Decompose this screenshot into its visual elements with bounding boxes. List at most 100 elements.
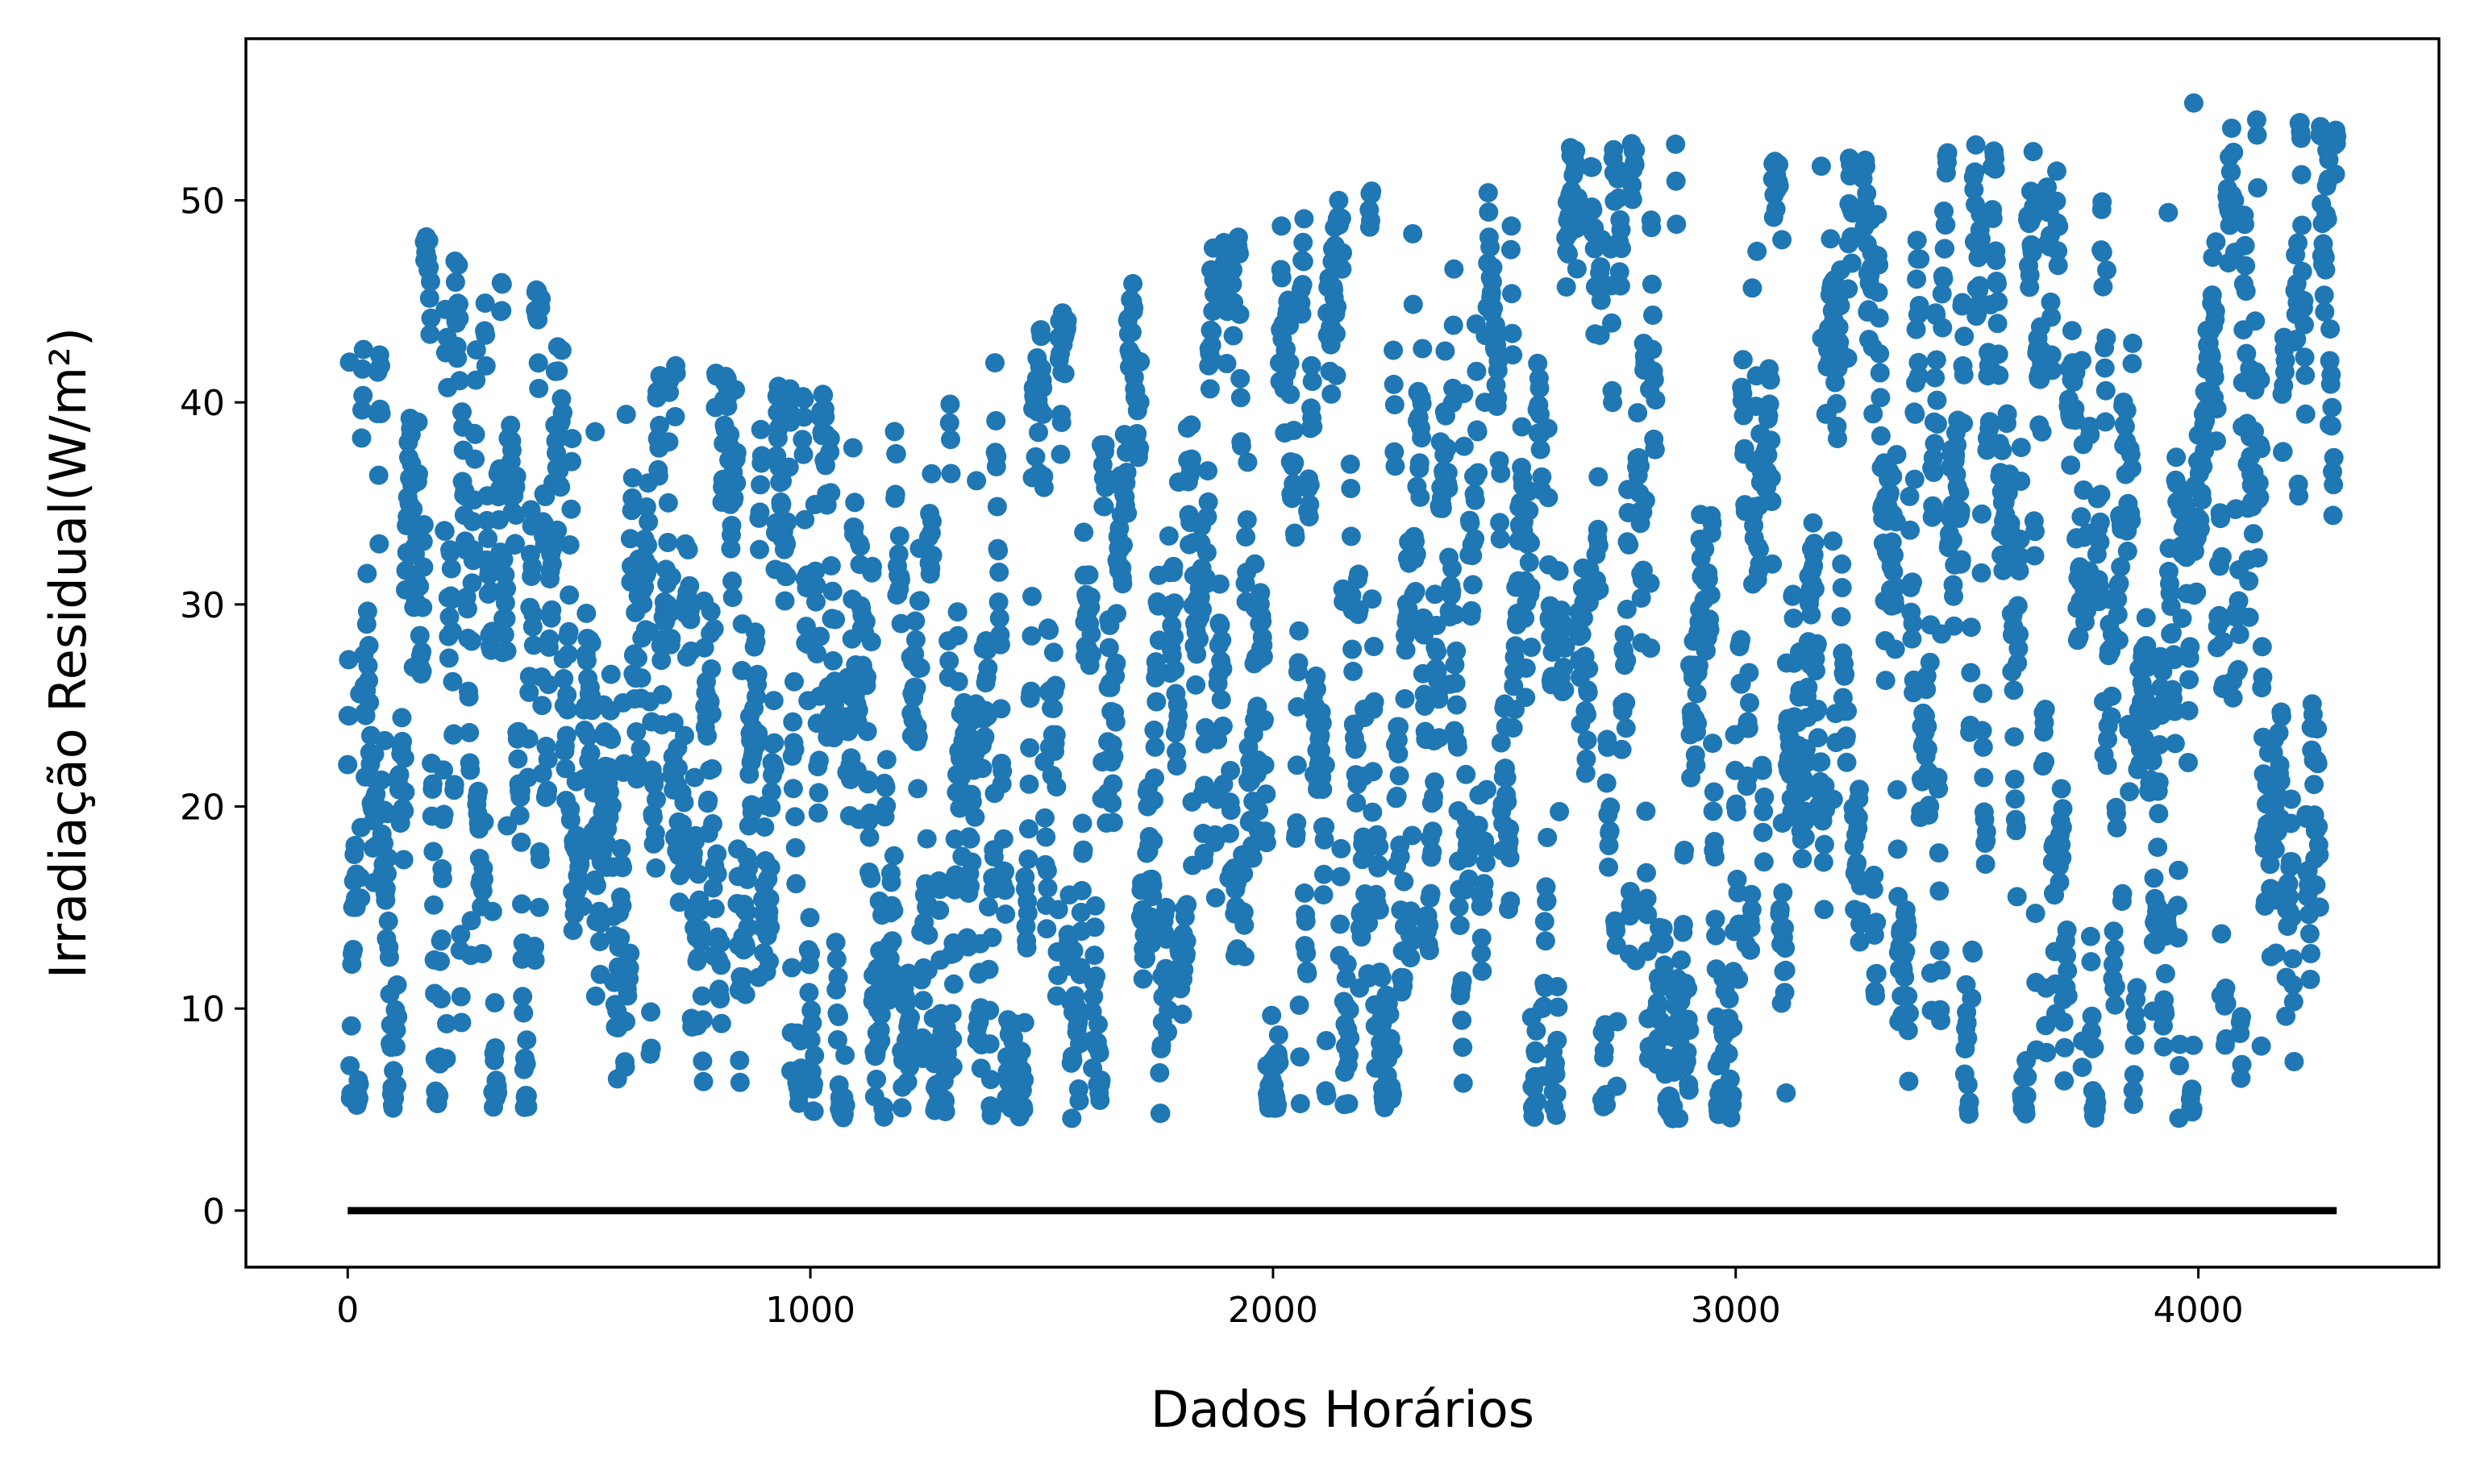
scatter-point bbox=[1459, 842, 1479, 863]
scatter-point bbox=[1636, 801, 1656, 821]
scatter-point bbox=[1315, 817, 1335, 837]
scatter-point bbox=[1496, 767, 1517, 788]
scatter-point bbox=[1614, 625, 1634, 645]
scatter-point bbox=[689, 864, 709, 884]
scatter-point bbox=[1048, 900, 1068, 920]
scatter-point bbox=[1698, 569, 1718, 589]
scatter-point bbox=[2172, 609, 2192, 629]
scatter-point bbox=[1394, 871, 1414, 892]
scatter-point bbox=[395, 782, 415, 802]
scatter-point bbox=[553, 402, 573, 422]
scatter-point bbox=[1400, 901, 1421, 921]
scatter-point bbox=[987, 497, 1007, 517]
scatter-point bbox=[1909, 366, 1929, 386]
scatter-point bbox=[1578, 683, 1598, 703]
scatter-point bbox=[794, 407, 814, 427]
scatter-point bbox=[2052, 817, 2072, 838]
scatter-point bbox=[2010, 547, 2030, 567]
scatter-point bbox=[1529, 378, 1550, 398]
scatter-point bbox=[665, 406, 685, 426]
scatter-point bbox=[631, 668, 651, 688]
scatter-point bbox=[2112, 883, 2133, 904]
scatter-point bbox=[2101, 707, 2121, 727]
scatter-point bbox=[701, 659, 722, 679]
scatter-point bbox=[1221, 761, 1241, 780]
scatter-point bbox=[352, 428, 372, 448]
scatter-point bbox=[1144, 720, 1164, 740]
scatter-point bbox=[827, 1030, 847, 1050]
scatter-point bbox=[421, 272, 440, 292]
scatter-point bbox=[1741, 940, 1761, 960]
y-tick-label: 50 bbox=[180, 181, 225, 222]
scatter-point bbox=[1505, 636, 1525, 656]
scatter-point bbox=[1950, 483, 1970, 503]
scatter-point bbox=[1046, 725, 1066, 745]
scatter-point bbox=[652, 684, 672, 705]
scatter-point bbox=[472, 944, 493, 964]
plot-frame bbox=[244, 37, 2441, 1269]
scatter-point bbox=[2224, 143, 2244, 162]
scatter-point bbox=[2007, 817, 2027, 838]
scatter-point bbox=[987, 447, 1007, 467]
scatter-point bbox=[940, 394, 960, 414]
scatter-point bbox=[1900, 1004, 1919, 1024]
scatter-point bbox=[1909, 296, 1929, 315]
scatter-point bbox=[1547, 1030, 1567, 1050]
scatter-point bbox=[1963, 943, 1983, 963]
scatter-point bbox=[1453, 1037, 1473, 1058]
scatter-point bbox=[620, 943, 640, 963]
scatter-point bbox=[1673, 915, 1693, 934]
scatter-point bbox=[1898, 986, 1918, 1006]
scatter-point bbox=[1349, 564, 1369, 584]
scatter-point bbox=[1821, 229, 1841, 249]
scatter-point bbox=[2221, 162, 2241, 182]
scatter-point bbox=[820, 442, 840, 462]
scatter-point bbox=[2153, 661, 2173, 681]
scatter-point bbox=[440, 542, 460, 563]
scatter-point bbox=[1722, 1085, 1742, 1105]
scatter-point bbox=[2279, 887, 2299, 907]
scatter-point bbox=[1971, 229, 1991, 249]
scatter-point bbox=[1964, 180, 1984, 200]
scatter-point bbox=[1474, 874, 1494, 894]
scatter-point bbox=[2025, 904, 2045, 924]
scatter-point bbox=[978, 658, 998, 678]
scatter-point bbox=[1792, 849, 1812, 869]
scatter-point bbox=[1484, 298, 1504, 318]
scatter-point bbox=[1329, 190, 1349, 210]
scatter-point bbox=[800, 908, 820, 928]
scatter-point bbox=[1425, 584, 1445, 605]
scatter-point bbox=[1902, 629, 1922, 649]
scatter-point bbox=[1642, 274, 1662, 294]
scatter-point bbox=[2108, 605, 2128, 625]
scatter-point bbox=[413, 531, 433, 551]
scatter-point bbox=[784, 671, 804, 692]
scatter-point bbox=[1230, 368, 1251, 389]
scatter-point bbox=[439, 648, 459, 668]
scatter-point bbox=[1923, 496, 1943, 516]
scatter-point bbox=[1013, 1099, 1034, 1120]
scatter-point bbox=[698, 790, 718, 810]
scatter-point bbox=[2291, 128, 2311, 148]
scatter-point bbox=[560, 585, 580, 605]
scatter-point bbox=[1766, 199, 1786, 219]
scatter-point bbox=[2124, 1095, 2144, 1114]
scatter-point bbox=[1589, 580, 1609, 600]
scatter-point bbox=[1837, 701, 1858, 721]
scatter-point bbox=[1770, 900, 1790, 919]
scatter-point bbox=[466, 370, 486, 390]
scatter-point bbox=[1502, 323, 1522, 343]
scatter-point bbox=[913, 991, 934, 1011]
scatter-point bbox=[1156, 897, 1176, 917]
scatter-point bbox=[1932, 284, 1952, 304]
scatter-point bbox=[2187, 582, 2207, 602]
scatter-point bbox=[1857, 184, 1877, 203]
scatter-point bbox=[1754, 801, 1774, 821]
scatter-point bbox=[1576, 749, 1596, 769]
scatter-point bbox=[1384, 374, 1404, 394]
scatter-point bbox=[1421, 883, 1441, 904]
scatter-point bbox=[980, 1034, 1000, 1054]
scatter-point bbox=[1866, 912, 1887, 933]
scatter-point bbox=[1390, 846, 1410, 867]
scatter-point bbox=[1536, 877, 1556, 897]
